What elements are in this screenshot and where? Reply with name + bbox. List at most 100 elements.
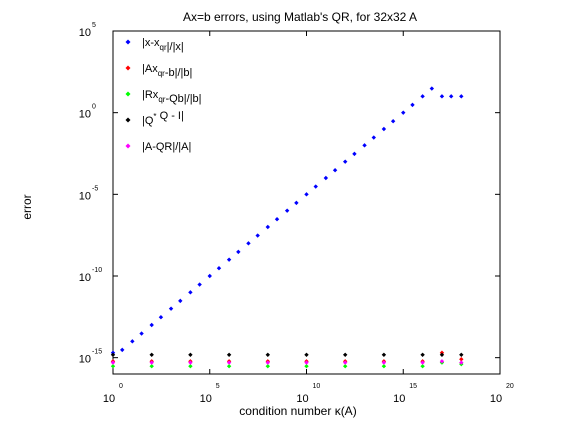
x-tick-label: 10 — [200, 393, 212, 405]
data-point — [226, 352, 232, 357]
data-point — [448, 94, 454, 99]
data-marks — [110, 86, 464, 369]
data-point — [420, 360, 425, 365]
data-point — [323, 175, 329, 181]
data-point — [304, 360, 309, 365]
data-point — [226, 257, 232, 262]
legend-marker — [125, 91, 131, 97]
x-axis-label: condition number κ(A) — [239, 404, 356, 418]
y-tick-label: 10 — [79, 354, 91, 366]
data-point — [313, 184, 318, 189]
data-point — [439, 94, 445, 99]
legend-marker — [125, 117, 131, 123]
data-point — [343, 352, 348, 357]
data-point — [226, 360, 232, 365]
data-point — [343, 364, 348, 369]
legend-entry: |Axqr-b|/|b| — [142, 63, 192, 79]
data-point — [265, 352, 270, 357]
data-point — [304, 192, 309, 197]
data-point — [274, 217, 280, 222]
legend-entry: |Q* Q - I| — [142, 110, 184, 127]
data-point — [168, 306, 174, 311]
data-point — [420, 94, 425, 99]
data-point — [381, 364, 387, 369]
y-tick-label: 10 — [79, 190, 91, 202]
data-point — [139, 331, 144, 336]
data-point — [158, 315, 164, 320]
y-tick-label: 10 — [79, 27, 91, 39]
data-point — [362, 143, 367, 148]
legend-marker — [125, 65, 131, 71]
x-tick-label: 10 — [103, 393, 115, 405]
data-point — [420, 352, 425, 357]
x-tick-exponent: 15 — [409, 383, 417, 390]
data-point — [459, 352, 464, 357]
y-tick-label: 10 — [79, 109, 91, 121]
data-point — [390, 119, 396, 124]
data-point — [149, 352, 154, 357]
data-point — [110, 360, 116, 365]
chart-title: Ax=b errors, using Matlab's QR, for 32x3… — [183, 10, 417, 24]
y-tick-exponent: -10 — [92, 267, 102, 274]
y-tick-exponent: 5 — [92, 22, 96, 29]
data-point — [381, 126, 387, 132]
x-tick-exponent: 10 — [313, 383, 321, 390]
y-tick-exponent: 0 — [92, 104, 96, 111]
series-0 — [110, 86, 464, 355]
x-tick-exponent: 5 — [216, 383, 220, 390]
data-point — [110, 352, 116, 357]
data-point — [188, 352, 193, 357]
y-tick-exponent: -15 — [92, 349, 102, 356]
data-point — [188, 290, 193, 295]
data-point — [226, 364, 232, 369]
y-tick-label: 10 — [79, 272, 91, 284]
legend-marker — [125, 143, 131, 149]
y-tick-exponent: -5 — [92, 185, 98, 192]
data-point — [459, 94, 464, 99]
series-4 — [110, 359, 464, 365]
data-point — [343, 159, 348, 164]
data-point — [429, 86, 435, 91]
x-tick-label: 10 — [393, 393, 405, 405]
data-point — [459, 357, 464, 362]
data-point — [410, 102, 415, 108]
data-point — [265, 364, 270, 369]
data-point — [149, 364, 154, 369]
legend: |x-xqr|/|x| |Axqr-b|/|b| |Rxqr-Qb|/|b| |Q* … — [125, 37, 202, 153]
series-3 — [110, 352, 464, 357]
legend-entry: |x-xqr|/|x| — [142, 37, 184, 53]
data-point — [265, 360, 270, 365]
y-axis-label: error — [20, 194, 34, 219]
data-point — [130, 339, 135, 344]
x-tick-exponent: 0 — [119, 383, 123, 390]
data-point — [265, 224, 270, 230]
data-point — [120, 347, 125, 353]
data-point — [401, 110, 406, 115]
data-point — [246, 241, 251, 246]
data-point — [149, 322, 154, 328]
data-point — [188, 360, 193, 365]
data-point — [332, 168, 338, 173]
data-point — [188, 364, 193, 369]
legend-marker — [125, 39, 131, 45]
data-point — [197, 282, 202, 287]
data-point — [381, 352, 387, 357]
data-point — [236, 249, 241, 255]
data-point — [304, 364, 309, 369]
data-point — [371, 135, 376, 140]
data-point — [216, 266, 222, 271]
x-tick-label: 10 — [490, 393, 502, 405]
data-point — [207, 273, 212, 279]
data-point — [343, 360, 348, 365]
legend-entry: |A-QR|/|A| — [142, 141, 191, 153]
x-tick-exponent: 20 — [506, 383, 514, 390]
data-point — [110, 364, 116, 369]
data-point — [255, 233, 260, 238]
data-point — [284, 208, 290, 213]
x-tick-label: 10 — [296, 393, 308, 405]
data-point — [459, 360, 464, 365]
data-point — [294, 200, 299, 206]
data-point — [304, 352, 309, 357]
